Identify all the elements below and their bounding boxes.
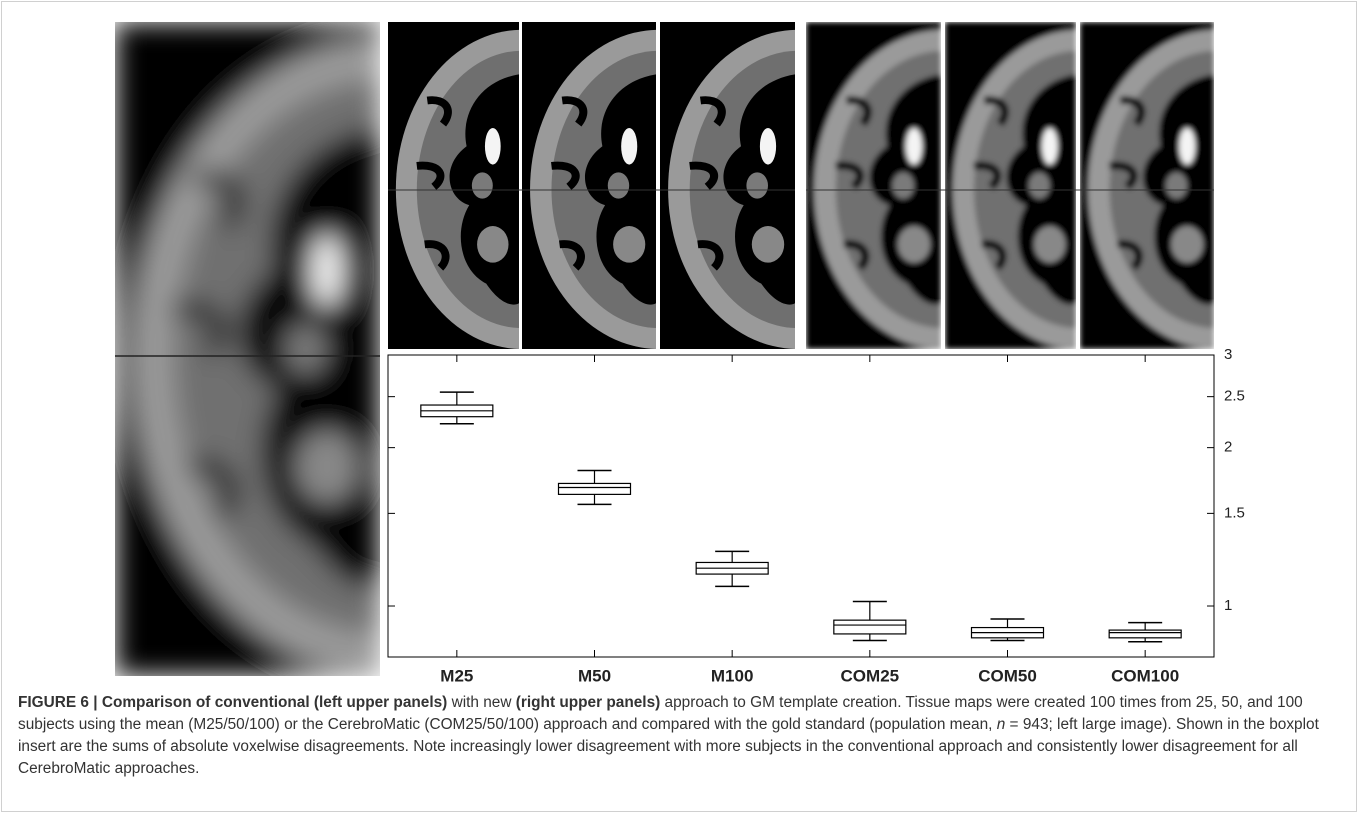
y-tick-label: 2: [1224, 439, 1232, 456]
y-tick-label: 3: [1224, 346, 1232, 363]
caption-text: n: [997, 716, 1006, 733]
plot-frame: [388, 355, 1214, 657]
x-tick-label: M100: [711, 666, 754, 685]
x-tick-label: COM50: [978, 666, 1037, 685]
x-tick-label: COM25: [841, 666, 900, 685]
small-images: [388, 22, 1345, 349]
y-tick-label: 1: [1224, 597, 1232, 614]
caption: FIGURE 6 | Comparison of conventional (l…: [18, 692, 1340, 780]
x-tick-label: M25: [440, 666, 473, 685]
caption-text: FIGURE 6 | Comparison of conventional (l…: [18, 694, 447, 711]
x-tick-label: COM100: [1111, 666, 1179, 685]
x-tick-label: M50: [578, 666, 611, 685]
y-tick-label: 1.5: [1224, 504, 1245, 521]
caption-text: (right upper panels): [516, 694, 661, 711]
page: {"chart_data": {"type": "box", "categori…: [0, 0, 1358, 829]
y-tick-label: 2.5: [1224, 388, 1245, 405]
boxplot: 1 1.5 2 2.5 3 M25 M50 M100 COM25 COM50 COM100: [388, 346, 1245, 686]
caption-text: with new: [447, 694, 515, 711]
